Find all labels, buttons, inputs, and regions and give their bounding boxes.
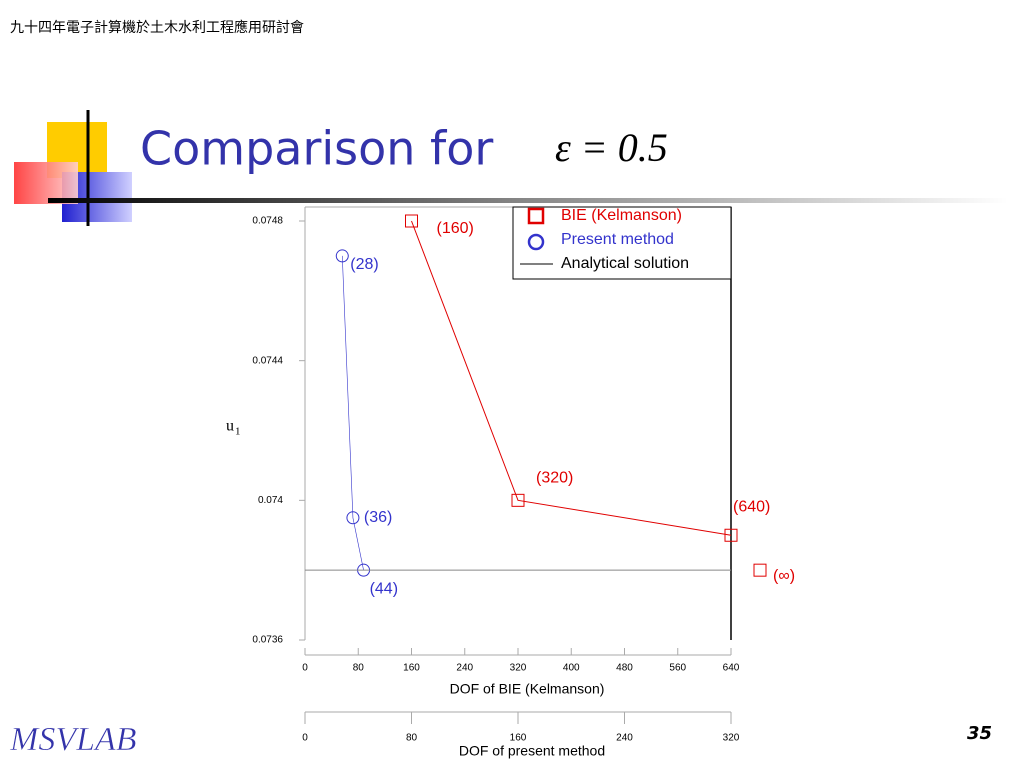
x2-tick-label: 0 (302, 733, 308, 744)
decoration (14, 110, 1008, 226)
legend (512, 206, 732, 280)
y-tick-label: 0.0744 (252, 355, 283, 366)
legend-label: Present method (561, 231, 674, 248)
slide-title: Comparison for (140, 122, 493, 176)
legend-label: BIE (Kelmanson) (561, 207, 682, 224)
x2-axis-label: DOF of present method (459, 743, 605, 759)
x2-tick-label: 320 (723, 733, 740, 744)
x-tick-label: 160 (403, 663, 420, 674)
point-label: (28) (350, 256, 378, 273)
y-axis-label-sub: 1 (235, 426, 241, 438)
logo: MSVLAB (9, 721, 137, 758)
legend-marker (527, 233, 545, 251)
equation: ε = 0.5 (555, 125, 668, 170)
y-tick-label: 0.0748 (252, 216, 283, 227)
marker (335, 249, 349, 263)
legend-marker (527, 207, 545, 225)
conference-header: 九十四年電子計算機於土木水利工程應用研討會 (10, 19, 304, 36)
series-line (341, 255, 364, 571)
x-tick-label: 320 (510, 663, 527, 674)
legend-label: Analytical solution (561, 255, 689, 272)
point-label: (44) (370, 580, 398, 597)
y-tick-label: 0.0736 (252, 635, 283, 646)
x2-tick-label: 160 (510, 733, 527, 744)
x-tick-label: 240 (456, 663, 473, 674)
point-label: (320) (536, 470, 573, 487)
marker (511, 493, 525, 507)
marker (405, 214, 418, 228)
page-number: 35 (967, 723, 992, 744)
x2-tick-label: 240 (616, 733, 633, 744)
x-tick-label: 0 (302, 663, 308, 674)
point-label: (640) (733, 498, 770, 515)
x-tick-label: 80 (353, 663, 365, 674)
marker (346, 511, 360, 525)
x-tick-label: 400 (563, 663, 580, 674)
point-label: (36) (364, 509, 392, 526)
x-tick-label: 640 (723, 663, 740, 674)
plot-frame (304, 206, 732, 640)
series-line (411, 220, 732, 536)
limit-marker (753, 563, 767, 577)
limit-label: (∞) (773, 567, 795, 584)
x-tick-label: 560 (669, 663, 686, 674)
x-tick-label: 480 (616, 663, 633, 674)
x2-tick-label: 80 (406, 733, 418, 744)
y-axis-label: u (226, 418, 234, 435)
x-axis-label: DOF of BIE (Kelmanson) (450, 681, 605, 697)
marker (724, 528, 738, 542)
point-label: (160) (437, 220, 474, 237)
y-tick-label: 0.074 (258, 495, 283, 506)
